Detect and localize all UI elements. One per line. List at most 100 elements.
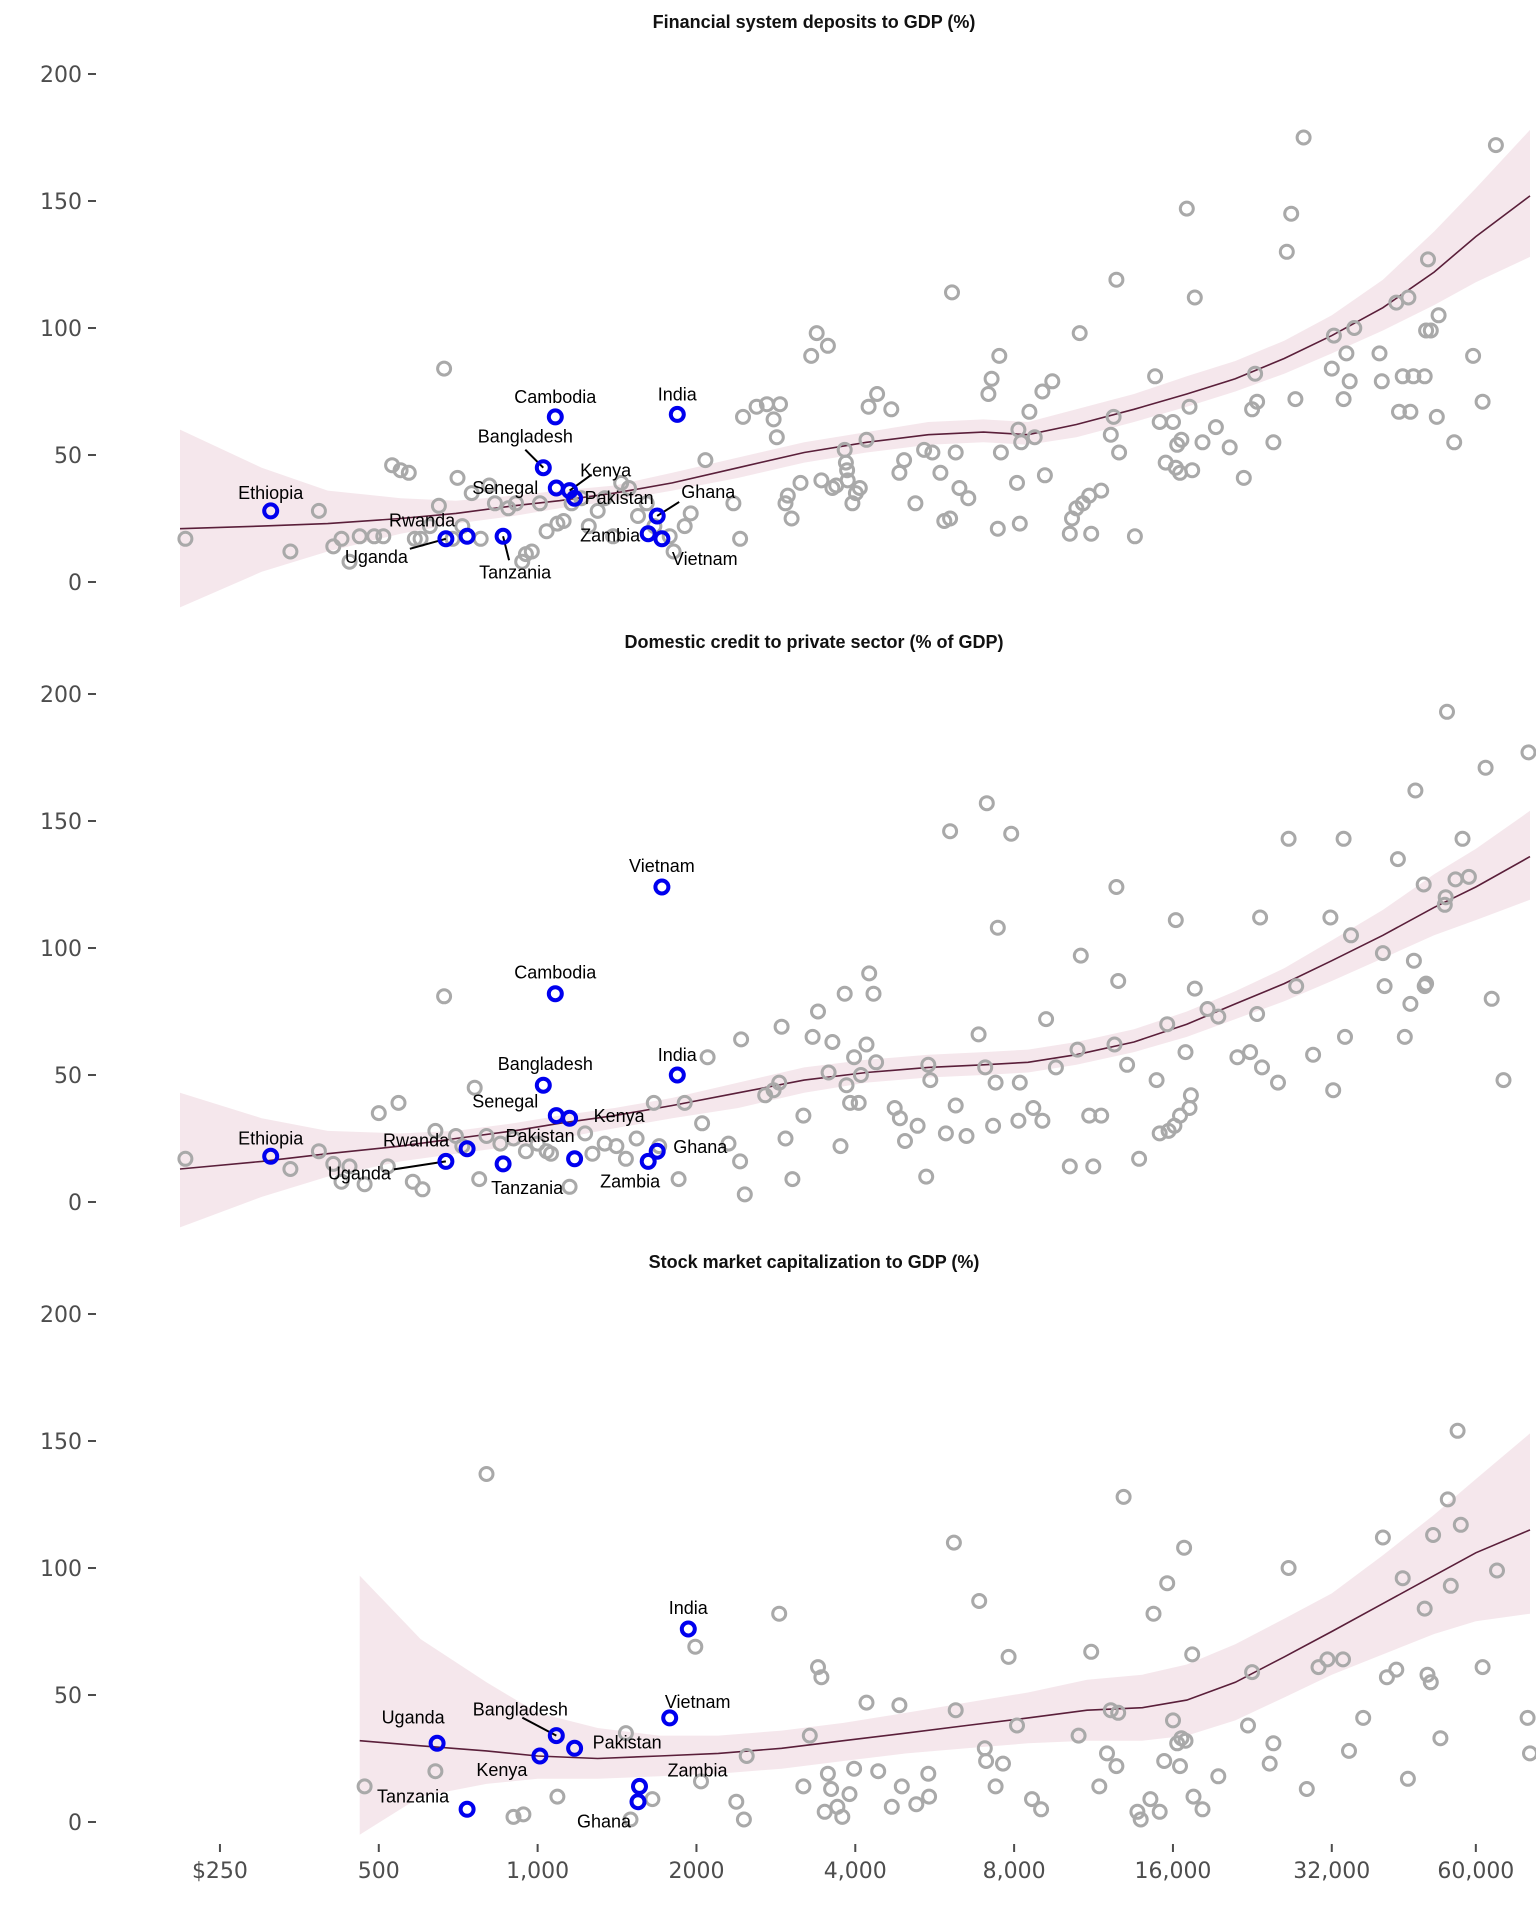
country-point (580, 518, 597, 535)
country-point (924, 444, 941, 461)
highlighted-country-point (566, 1739, 584, 1757)
country-label: India (658, 1045, 698, 1065)
country-point (1495, 1072, 1512, 1089)
country-point (1454, 830, 1471, 847)
country-label: Rwanda (383, 1131, 450, 1151)
country-point (772, 396, 788, 413)
country-point (1265, 434, 1282, 451)
y-tick-label: 50 (54, 1684, 82, 1709)
country-point (1288, 978, 1305, 995)
country-point (803, 347, 820, 364)
highlighted-country-point (661, 1709, 679, 1727)
country-label: Zambia (600, 1171, 661, 1191)
country-point (333, 1173, 350, 1190)
country-label: Zambia (580, 526, 641, 546)
country-point (1186, 980, 1203, 997)
country-point (549, 1788, 566, 1805)
y-tick-label: 100 (40, 937, 82, 962)
highlighted-country-point (653, 878, 671, 896)
country-point (486, 495, 503, 512)
y-tick-label: 50 (54, 1064, 82, 1089)
panel-private-credit: Domestic credit to private sector (% of … (40, 632, 1536, 1228)
y-tick-label: 100 (40, 1557, 82, 1582)
country-point (1343, 927, 1359, 944)
trend-line (179, 855, 1531, 1170)
country-point (325, 1155, 342, 1172)
country-point (1483, 990, 1500, 1007)
country-point (819, 337, 836, 354)
country-point (1489, 1562, 1505, 1579)
highlighted-country-point (561, 1109, 579, 1127)
country-point (858, 431, 875, 448)
country-point (908, 1796, 925, 1813)
y-tick-label: 0 (68, 571, 82, 596)
country-point (427, 1763, 444, 1780)
country-point (310, 1143, 327, 1160)
country-point (777, 1130, 794, 1147)
country-point (1148, 1072, 1165, 1089)
country-point (1099, 1745, 1115, 1762)
country-point (1034, 1112, 1051, 1129)
country-point (921, 1788, 938, 1805)
country-point (1165, 1712, 1181, 1729)
country-point (555, 513, 572, 529)
country-point (356, 1176, 373, 1193)
label-leader-line (656, 501, 680, 517)
country-point (970, 1026, 987, 1043)
country-label: Kenya (580, 461, 632, 481)
country-point (404, 1173, 421, 1190)
country-label: Rwanda (389, 510, 456, 530)
country-point (725, 495, 742, 512)
country-point (1119, 1056, 1136, 1073)
country-point (1026, 429, 1043, 446)
country-point (1011, 1074, 1028, 1091)
x-tick-label: 32,000 (1293, 1859, 1370, 1884)
panel-title: Financial system deposits to GDP (%) (653, 12, 976, 32)
highlighted-country-point (639, 1152, 657, 1170)
country-point (868, 1054, 885, 1071)
highlighted-country-point (534, 1076, 552, 1094)
country-point (577, 1125, 594, 1142)
country-point (1047, 1059, 1064, 1076)
country-point (893, 1778, 910, 1795)
country-point (682, 505, 699, 522)
country-point (1452, 1516, 1469, 1533)
country-point (1402, 995, 1419, 1012)
country-point (765, 411, 782, 428)
country-point (617, 1150, 634, 1167)
country-point (1325, 1082, 1342, 1099)
highlighted-country-point (531, 1747, 549, 1765)
country-point (1110, 1704, 1127, 1721)
country-point (1240, 1717, 1256, 1734)
country-point (1165, 414, 1181, 430)
country-point (1400, 289, 1417, 306)
country-point (1419, 1666, 1436, 1683)
country-point (1194, 1801, 1211, 1818)
country-point (1210, 1008, 1227, 1025)
country-point (804, 1028, 821, 1045)
country-label: Pakistan (506, 1126, 575, 1146)
country-point (851, 480, 868, 496)
country-point (523, 543, 540, 560)
country-point (1337, 1028, 1353, 1045)
y-tick-label: 0 (68, 1811, 82, 1836)
highlighted-country-point (546, 408, 564, 426)
country-point (738, 1748, 755, 1764)
y-tick-label: 200 (40, 683, 82, 708)
country-label: Vietnam (665, 1692, 731, 1712)
country-point (897, 1133, 913, 1149)
country-point (1254, 1059, 1270, 1076)
country-point (1025, 1100, 1042, 1116)
country-point (1415, 876, 1432, 893)
highlighted-country-point (458, 527, 476, 545)
highlighted-country-point (547, 1727, 565, 1745)
country-point (1405, 368, 1422, 385)
country-point (427, 1122, 444, 1139)
country-point (1310, 1659, 1327, 1676)
country-point (1034, 383, 1051, 400)
country-point (1167, 912, 1184, 929)
country-point (1432, 1730, 1449, 1747)
highlighted-country-point (566, 1150, 584, 1168)
x-tick-label: 60,000 (1437, 1859, 1514, 1884)
country-point (1173, 431, 1190, 448)
